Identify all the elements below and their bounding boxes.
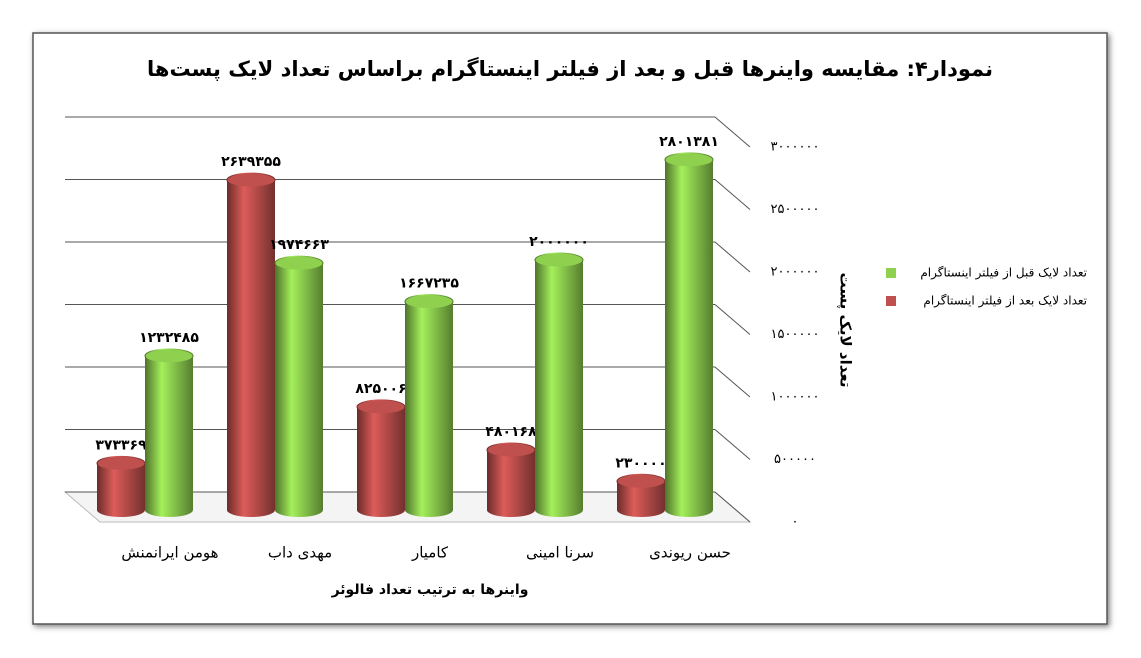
legend-label: تعداد لایک قبل از فیلتر اینستاگرام	[920, 266, 1087, 281]
y-axis-label: تعداد لایک پست	[836, 273, 855, 388]
x-axis-label: واینرها به ترتیب تعداد فالوئر	[331, 582, 529, 598]
legend-swatch	[886, 296, 896, 306]
value-label: ۲۸۰۱۳۸۱	[659, 134, 719, 150]
bar	[275, 263, 323, 510]
grid-line	[714, 304, 751, 335]
value-label: ۲۳۰۰۰۰	[615, 455, 666, 471]
grid-line	[714, 491, 751, 523]
y-tick-label: ۲۰۰۰۰۰۰	[771, 265, 820, 280]
bar	[97, 463, 145, 510]
value-label: ۸۲۵۰۰۶	[355, 381, 406, 397]
bar	[227, 180, 275, 510]
x-tick-label: سرنا امینی	[526, 544, 594, 562]
bar	[487, 449, 535, 510]
legend-label: تعداد لایک بعد از فیلتر اینستاگرام	[923, 294, 1087, 309]
bar-top	[534, 252, 584, 268]
value-label: ۱۶۶۷۲۳۵	[399, 276, 459, 292]
bar-top	[404, 294, 454, 310]
grid-line	[714, 116, 751, 148]
y-tick-label: ۱۵۰۰۰۰۰	[771, 327, 820, 342]
bar-top	[274, 255, 324, 271]
grid-line	[714, 241, 751, 273]
bar	[535, 260, 583, 510]
x-tick-label: حسن ریوندی	[649, 544, 731, 562]
x-tick-label: مهدی داب	[268, 544, 332, 562]
value-label: ۲۰۰۰۰۰۰	[529, 234, 589, 250]
x-tick-label: کامیار	[411, 544, 449, 562]
value-label: ۱۲۳۲۴۸۵	[139, 330, 199, 346]
bar	[405, 301, 453, 510]
bar	[357, 406, 405, 510]
x-tick-label: هومن ایرانمنش	[121, 544, 218, 562]
y-tick-label: ۱۰۰۰۰۰۰	[771, 390, 820, 405]
legend-swatch	[886, 268, 896, 278]
bar-top	[96, 455, 146, 471]
y-tick-label: ۰	[792, 515, 799, 530]
y-tick-label: ۳۰۰۰۰۰۰	[771, 140, 820, 155]
bar-top	[226, 172, 276, 188]
value-label: ۴۸۰۱۶۸	[485, 424, 537, 440]
bar	[145, 355, 193, 510]
bar-top	[356, 399, 406, 415]
bar	[665, 159, 713, 510]
y-tick-label: ۲۵۰۰۰۰۰	[771, 202, 820, 217]
value-label: ۳۷۳۳۶۹	[95, 437, 147, 453]
bar-top	[144, 348, 194, 364]
grid-line	[714, 429, 751, 460]
bar-top	[616, 473, 666, 489]
bar-top	[664, 152, 714, 168]
grid-line	[714, 366, 751, 398]
bar-top	[486, 442, 536, 458]
value-label: ۱۹۷۴۶۶۳	[269, 237, 329, 253]
grid-line	[714, 179, 751, 210]
chart-title: نمودار۴: مقایسه واینرها قبل و بعد از فیل…	[147, 56, 993, 81]
value-label: ۲۶۳۹۳۵۵	[221, 154, 281, 170]
y-tick-label: ۵۰۰۰۰۰	[774, 452, 816, 467]
